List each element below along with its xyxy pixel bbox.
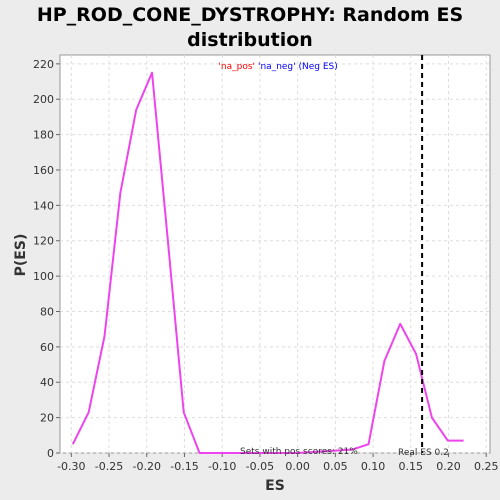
legend-neg-label: 'na_neg' (Neg ES) <box>258 62 338 72</box>
y-tick-label: 0 <box>47 447 54 460</box>
y-tick-label: 160 <box>33 164 54 177</box>
y-tick-label: 200 <box>33 93 54 106</box>
y-tick-label: 20 <box>40 412 54 425</box>
y-tick-label: 80 <box>40 305 54 318</box>
series-layer <box>71 71 464 454</box>
es-distribution-line <box>71 71 464 454</box>
chart-title-line1: HP_ROD_CONE_DYSTROPHY: Random ES <box>37 4 463 26</box>
pos-scores-label: Sets with pos scores: 21% <box>240 447 358 457</box>
grid <box>60 55 490 454</box>
legend-pos-label: 'na_pos' <box>218 62 255 72</box>
x-tick-label: 0.05 <box>323 460 348 473</box>
y-tick-label: 100 <box>33 270 54 283</box>
x-axis-label: ES <box>265 478 285 494</box>
x-tick-label: -0.25 <box>95 460 123 473</box>
y-tick-label: 220 <box>33 58 54 71</box>
x-tick-label: -0.10 <box>208 460 236 473</box>
plot-area <box>59 54 491 454</box>
x-tick-label: -0.15 <box>170 460 198 473</box>
x-tick-label: 0.00 <box>285 460 310 473</box>
y-tick-label: 40 <box>40 376 54 389</box>
x-tick-label: 0.25 <box>474 460 499 473</box>
y-tick-label: 120 <box>33 235 54 248</box>
chart-title-line2: distribution <box>187 29 313 51</box>
x-tick-label: 0.20 <box>436 460 461 473</box>
y-tick-label: 140 <box>33 199 54 212</box>
x-tick-label: 0.15 <box>399 460 424 473</box>
y-axis-label: P(ES) <box>13 234 29 277</box>
axis-ticks: -0.30 -0.25 -0.20 -0.15 -0.10 -0.05 0.00 0.05 0.… <box>33 58 498 473</box>
x-tick-label: -0.30 <box>57 460 85 473</box>
real-es-label: Real ES 0.2 <box>398 448 449 458</box>
y-tick-label: 60 <box>40 341 54 354</box>
x-tick-label: -0.20 <box>133 460 161 473</box>
y-tick-label: 180 <box>33 129 54 142</box>
x-tick-label: -0.05 <box>246 460 274 473</box>
x-tick-label: 0.10 <box>361 460 386 473</box>
